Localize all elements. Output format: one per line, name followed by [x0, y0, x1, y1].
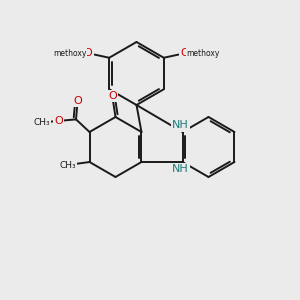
- Text: O: O: [180, 48, 189, 58]
- Text: O: O: [54, 116, 63, 126]
- Text: CH₃: CH₃: [60, 160, 76, 169]
- Text: O: O: [73, 95, 82, 106]
- Text: O: O: [84, 48, 93, 58]
- Text: methoxy: methoxy: [187, 49, 220, 58]
- Text: O: O: [108, 91, 117, 101]
- Text: CH₃: CH₃: [34, 118, 50, 127]
- Text: NH: NH: [172, 120, 188, 130]
- Text: NH: NH: [172, 164, 188, 175]
- Text: methoxy: methoxy: [53, 49, 86, 58]
